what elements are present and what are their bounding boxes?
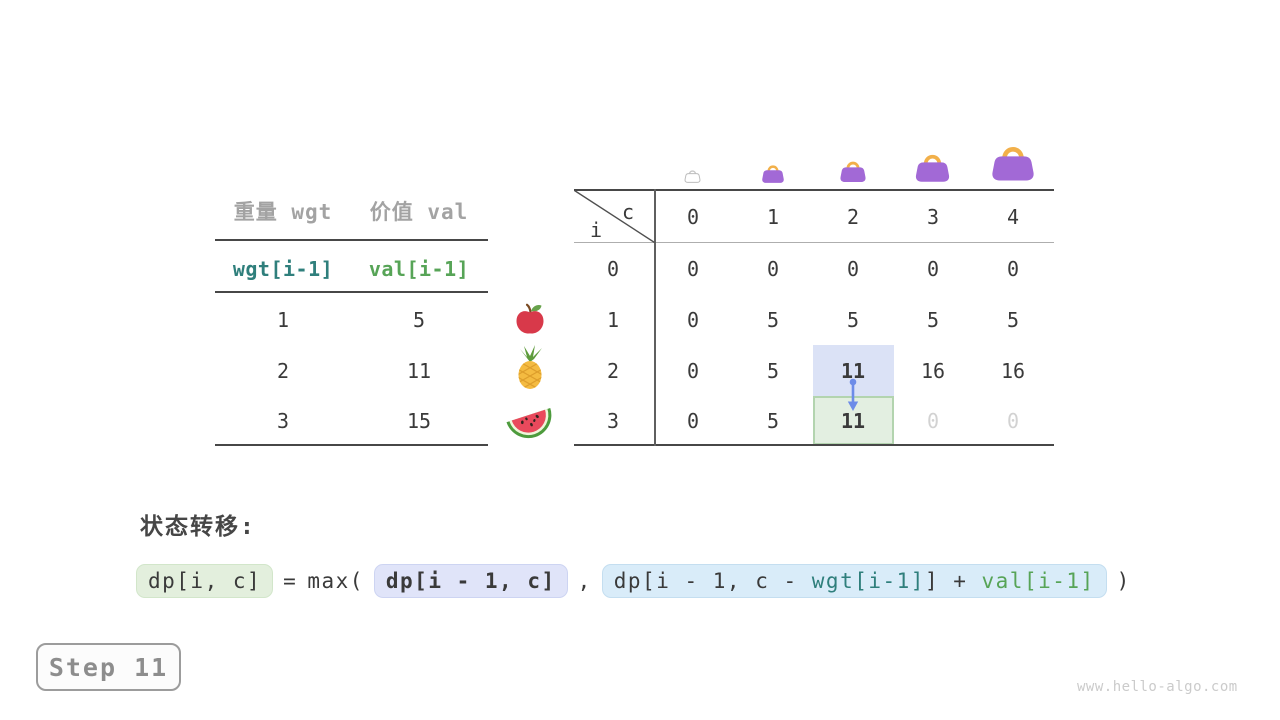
dp-cell: 5 — [766, 308, 780, 332]
formula-close-paren: ) — [1116, 569, 1131, 593]
formula-arg2-wgt: wgt[i-1] — [811, 569, 925, 593]
dp-cell: 5 — [766, 359, 780, 383]
dp-table-border-bottom — [574, 444, 1054, 446]
dp-col-header: 3 — [926, 205, 940, 229]
bag-capacity-3-icon — [915, 154, 950, 182]
dp-cell-dimmed: 0 — [1006, 409, 1020, 433]
dp-col-header: 0 — [686, 205, 700, 229]
item-row-val: 5 — [412, 308, 426, 332]
bag-capacity-2-icon — [840, 161, 866, 183]
dp-col-header: 4 — [1006, 205, 1020, 229]
dp-cell: 16 — [920, 359, 946, 383]
dp-cell-dimmed: 0 — [926, 409, 940, 433]
items-col-header-value: 价值 val — [369, 200, 469, 224]
formula-arg2-prefix: dp[i - 1, c - — [613, 569, 812, 593]
bag-capacity-4-icon — [992, 147, 1034, 181]
dp-cell: 0 — [686, 257, 700, 281]
dp-cell: 5 — [926, 308, 940, 332]
bag-capacity-0-icon — [684, 170, 701, 183]
formula-arg2-val: val[i-1] — [981, 569, 1095, 593]
formula-arg2-mid: ] + — [924, 569, 982, 593]
dp-cell: 0 — [686, 308, 700, 332]
dp-cell-target: 11 — [840, 409, 866, 433]
item-row-val: 11 — [406, 359, 432, 383]
dp-cell: 5 — [846, 308, 860, 332]
items-table-divider-top — [215, 239, 488, 241]
dp-cell: 0 — [1006, 257, 1020, 281]
dp-cell: 0 — [846, 257, 860, 281]
formula-equals: = — [283, 569, 298, 593]
corner-diagonal-line — [574, 190, 655, 243]
corner-col-var: c — [621, 200, 635, 224]
items-sub-header-val: val[i-1] — [368, 257, 470, 281]
items-col-header-weight: 重量 wgt — [233, 200, 333, 224]
item-row-wgt: 2 — [276, 359, 290, 383]
dp-row-header: 3 — [606, 409, 620, 433]
dp-col-header: 2 — [846, 205, 860, 229]
item-row-wgt: 3 — [276, 409, 290, 433]
item-row-val: 15 — [406, 409, 432, 433]
formula-lhs-box: dp[i, c] — [136, 564, 274, 598]
pineapple-icon — [518, 345, 542, 389]
state-transition-formula: dp[i, c] = max( dp[i - 1, c] , dp[i - 1,… — [136, 560, 1131, 602]
dp-row-header: 0 — [606, 257, 620, 281]
formula-max-open: max( — [307, 569, 364, 593]
items-table-divider-mid — [215, 291, 488, 293]
dp-cell: 5 — [766, 409, 780, 433]
formula-arg2-box: dp[i - 1, c - wgt[i-1]] + val[i-1] — [601, 564, 1107, 598]
dp-col-header: 1 — [766, 205, 780, 229]
item-row-wgt: 1 — [276, 308, 290, 332]
bag-capacity-1-icon — [762, 165, 784, 183]
dp-cell: 0 — [926, 257, 940, 281]
state-transition-heading: 状态转移: — [140, 514, 256, 540]
dp-cell: 16 — [1000, 359, 1026, 383]
formula-comma: , — [577, 569, 592, 593]
dp-row-header: 1 — [606, 308, 620, 332]
dp-table-header-divider — [574, 242, 1054, 243]
watermelon-icon — [506, 407, 552, 439]
dp-row-header: 2 — [606, 359, 620, 383]
dp-table-border-top — [574, 189, 1054, 191]
step-badge: Step 11 — [36, 643, 181, 691]
corner-row-var: i — [589, 218, 603, 242]
dp-cell: 0 — [766, 257, 780, 281]
site-watermark: www.hello-algo.com — [1077, 679, 1238, 695]
apple-icon — [516, 303, 544, 334]
items-table-divider-bottom — [215, 444, 488, 446]
arrow-down-icon — [847, 378, 859, 411]
dp-cell: 0 — [686, 359, 700, 383]
dp-cell: 5 — [1006, 308, 1020, 332]
items-sub-header-wgt: wgt[i-1] — [232, 257, 334, 281]
dp-cell: 0 — [686, 409, 700, 433]
formula-arg1-box: dp[i - 1, c] — [373, 564, 568, 598]
dp-table-vertical-rule — [654, 189, 656, 446]
